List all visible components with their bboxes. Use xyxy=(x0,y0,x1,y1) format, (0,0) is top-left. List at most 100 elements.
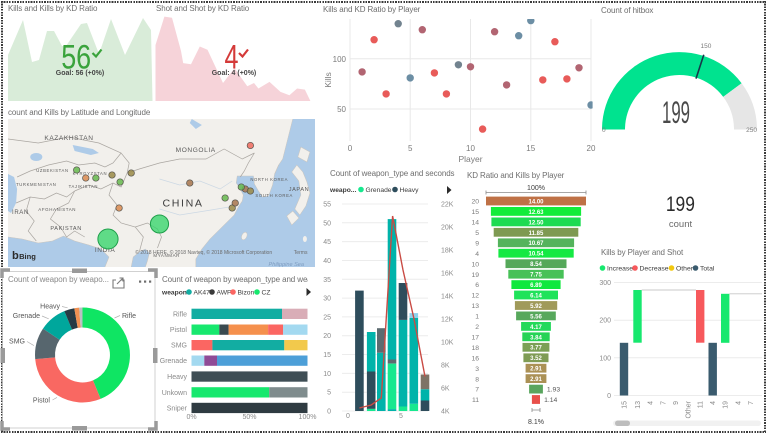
svg-text:19: 19 xyxy=(471,272,479,279)
svg-text:Other: Other xyxy=(686,400,693,418)
svg-text:5: 5 xyxy=(327,390,331,397)
svg-text:Grenade: Grenade xyxy=(13,313,40,320)
svg-text:Grenade: Grenade xyxy=(366,187,392,194)
svg-text:5: 5 xyxy=(408,144,413,153)
svg-text:7: 7 xyxy=(475,387,479,394)
svg-text:14: 14 xyxy=(471,220,479,227)
svg-text:4: 4 xyxy=(225,39,239,77)
svg-text:7: 7 xyxy=(748,401,755,405)
svg-text:AFGHANISTAN: AFGHANISTAN xyxy=(38,207,76,212)
svg-text:0: 0 xyxy=(348,144,353,153)
svg-text:b: b xyxy=(12,250,19,262)
svg-text:6: 6 xyxy=(475,282,479,289)
svg-text:100: 100 xyxy=(333,55,347,64)
svg-text:30: 30 xyxy=(323,296,331,303)
svg-text:1: 1 xyxy=(475,314,479,321)
svg-text:56: 56 xyxy=(61,39,91,77)
svg-text:INDIA: INDIA xyxy=(95,247,116,254)
svg-text:10.67: 10.67 xyxy=(528,241,544,247)
svg-text:12: 12 xyxy=(471,293,479,300)
svg-text:8.1%: 8.1% xyxy=(528,419,544,426)
svg-text:13: 13 xyxy=(471,303,479,310)
svg-text:SMG: SMG xyxy=(171,343,187,350)
svg-text:35: 35 xyxy=(323,277,331,284)
svg-text:13: 13 xyxy=(635,401,642,409)
svg-text:19: 19 xyxy=(723,401,730,409)
svg-text:0%: 0% xyxy=(186,414,196,421)
svg-text:2.91: 2.91 xyxy=(530,367,542,373)
svg-text:200: 200 xyxy=(599,318,611,325)
svg-text:TAJIKISTAN: TAJIKISTAN xyxy=(69,184,98,189)
svg-text:6.89: 6.89 xyxy=(530,283,542,289)
svg-text:CHINA: CHINA xyxy=(163,198,204,210)
svg-text:11: 11 xyxy=(472,397,479,404)
svg-text:weapon: weapon xyxy=(161,290,187,297)
svg-text:CZ: CZ xyxy=(262,290,271,297)
svg-text:9: 9 xyxy=(475,240,479,247)
svg-text:199: 199 xyxy=(662,94,690,130)
svg-text:10: 10 xyxy=(466,144,475,153)
svg-text:3: 3 xyxy=(475,366,479,373)
svg-text:5.92: 5.92 xyxy=(530,304,542,310)
svg-text:50: 50 xyxy=(323,220,331,227)
svg-text:Pistol: Pistol xyxy=(170,327,188,334)
svg-text:100: 100 xyxy=(599,355,611,362)
svg-text:4: 4 xyxy=(648,401,655,405)
svg-text:Rifle: Rifle xyxy=(122,313,136,320)
svg-text:1.14: 1.14 xyxy=(544,397,557,404)
svg-text:15: 15 xyxy=(471,209,479,216)
svg-text:8K: 8K xyxy=(441,363,450,370)
svg-text:© 2018 HERE, © 2018 Navteq, ©: © 2018 HERE, © 2018 Navteq, © 2018 Micro… xyxy=(135,249,272,256)
svg-text:UZBEKISTAN: UZBEKISTAN xyxy=(36,168,68,173)
svg-text:45: 45 xyxy=(323,239,331,246)
svg-text:Unkown: Unkown xyxy=(162,390,187,397)
svg-text:18K: 18K xyxy=(441,248,454,255)
svg-text:AK47: AK47 xyxy=(194,290,211,297)
svg-text:12.63: 12.63 xyxy=(528,210,544,216)
svg-text:Increase: Increase xyxy=(607,266,633,273)
svg-text:10: 10 xyxy=(323,371,331,378)
svg-text:8.54: 8.54 xyxy=(530,262,542,268)
svg-text:AWP: AWP xyxy=(217,290,233,297)
svg-text:12K: 12K xyxy=(441,317,454,324)
svg-text:10: 10 xyxy=(471,261,479,268)
svg-text:4: 4 xyxy=(735,401,742,405)
svg-text:3.84: 3.84 xyxy=(530,335,542,341)
svg-text:2: 2 xyxy=(475,324,479,331)
svg-text:250: 250 xyxy=(746,127,757,134)
svg-text:3.52: 3.52 xyxy=(530,356,542,362)
svg-text:2.91: 2.91 xyxy=(530,377,542,383)
svg-text:Player: Player xyxy=(458,154,482,164)
svg-text:4.17: 4.17 xyxy=(530,325,542,331)
svg-text:12.50: 12.50 xyxy=(528,220,544,226)
svg-text:Terms: Terms xyxy=(294,250,308,256)
svg-text:JAPAN: JAPAN xyxy=(289,187,309,193)
svg-text:16: 16 xyxy=(471,355,479,362)
svg-text:15: 15 xyxy=(323,352,331,359)
svg-text:40: 40 xyxy=(323,258,331,265)
svg-text:Total: Total xyxy=(700,266,715,273)
svg-text:20: 20 xyxy=(587,144,596,153)
svg-text:count: count xyxy=(669,219,693,230)
svg-text:0: 0 xyxy=(327,409,331,416)
svg-text:20: 20 xyxy=(323,333,331,340)
svg-text:SMG: SMG xyxy=(9,339,25,346)
svg-text:22K: 22K xyxy=(441,202,454,209)
svg-text:NORTH KOREA: NORTH KOREA xyxy=(250,177,288,182)
svg-text:50: 50 xyxy=(337,105,346,114)
svg-text:25: 25 xyxy=(323,314,331,321)
svg-text:Heavy: Heavy xyxy=(167,374,187,381)
svg-text:Rifle: Rifle xyxy=(173,311,187,318)
svg-text:7.75: 7.75 xyxy=(530,273,542,279)
svg-text:3.77: 3.77 xyxy=(530,346,542,352)
svg-text:10.54: 10.54 xyxy=(528,252,544,258)
svg-text:Heavy: Heavy xyxy=(400,187,420,194)
svg-text:6.14: 6.14 xyxy=(530,293,542,299)
svg-text:8: 8 xyxy=(475,376,479,383)
svg-text:IRAN: IRAN xyxy=(12,210,29,216)
svg-text:199: 199 xyxy=(666,193,695,216)
svg-text:SOUTH KOREA: SOUTH KOREA xyxy=(255,193,293,198)
svg-text:50%: 50% xyxy=(242,414,256,421)
svg-text:Grenade: Grenade xyxy=(160,358,187,365)
svg-text:Other: Other xyxy=(676,266,694,273)
